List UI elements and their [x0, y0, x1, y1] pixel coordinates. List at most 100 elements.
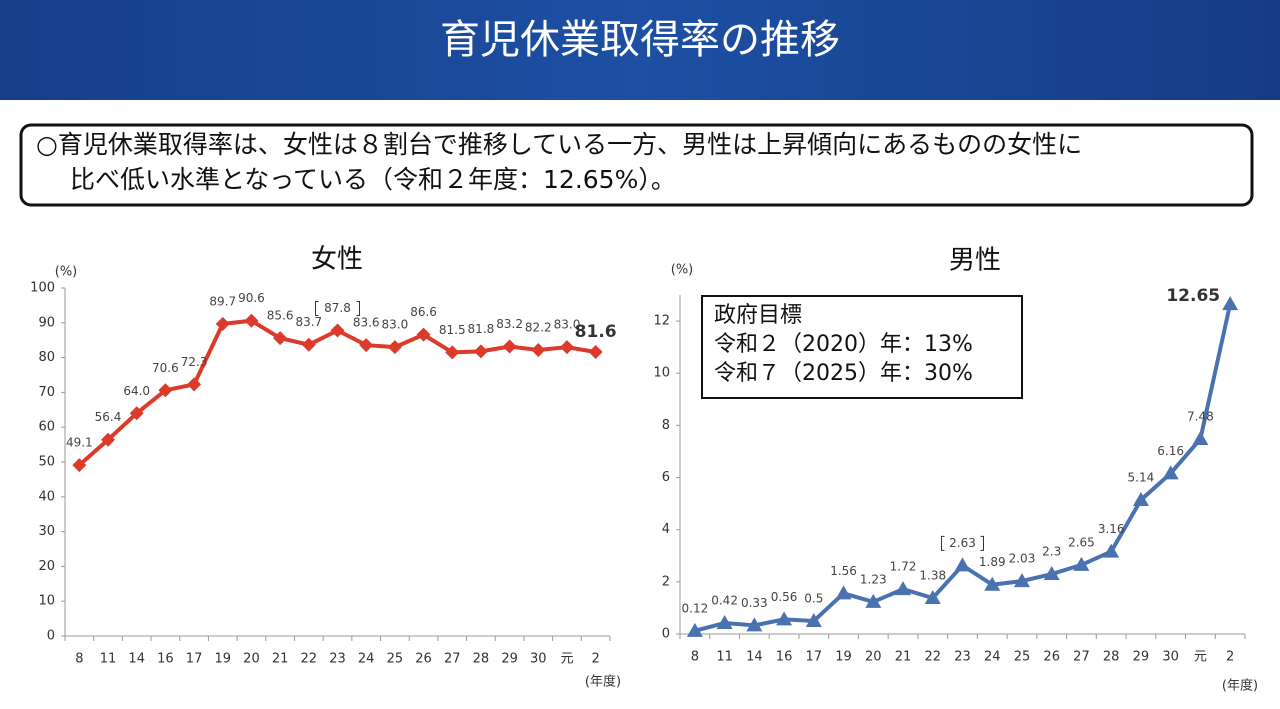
value-label: 1.56 [830, 564, 857, 578]
x-tick-label: 8 [75, 652, 83, 667]
data-marker [1013, 573, 1030, 588]
value-label: 81.8 [468, 322, 495, 336]
value-label: 56.4 [95, 410, 122, 424]
value-label: 2.63 [949, 536, 976, 550]
y-unit: (%) [671, 263, 694, 278]
x-tick-label: 25 [1014, 650, 1031, 665]
x-tick-label: 23 [954, 650, 971, 665]
x-tick-label: 20 [243, 652, 260, 667]
value-label: 2.03 [1009, 552, 1036, 566]
data-marker [588, 345, 603, 360]
data-marker [984, 576, 1001, 591]
summary-line: ○育児休業取得率は、女性は８割台で推移している一方、男性は上昇傾向にあるものの女… [36, 130, 1082, 159]
x-tick-label: 2 [1226, 650, 1234, 665]
data-marker [835, 585, 852, 600]
y-tick-label: 40 [38, 489, 55, 504]
chart-title: 男性 [949, 246, 1001, 276]
x-tick-label: 27 [1073, 650, 1090, 665]
data-marker [895, 581, 912, 596]
value-label: 85.6 [267, 309, 294, 323]
annotation-box [701, 295, 1023, 399]
value-label: 81.5 [439, 323, 466, 337]
data-marker [129, 406, 144, 421]
label-bracket [315, 300, 360, 316]
x-tick-label: 19 [835, 650, 852, 665]
value-label: 87.8 [324, 301, 351, 315]
x-unit: (年度) [1222, 678, 1258, 694]
data-marker [244, 313, 259, 328]
x-tick-label: 11 [716, 650, 733, 665]
value-label: 0.42 [711, 594, 738, 608]
x-tick-label: 29 [501, 652, 518, 667]
value-label: 81.6 [575, 322, 617, 342]
data-line [78, 318, 596, 467]
value-label: 0.12 [682, 601, 709, 615]
value-label: 86.6 [410, 305, 437, 319]
data-marker [531, 342, 546, 357]
x-tick-label: 元 [1194, 650, 1207, 665]
data-marker [776, 611, 793, 626]
x-tick-label: 21 [272, 652, 289, 667]
data-marker [716, 615, 733, 630]
data-marker [359, 338, 374, 353]
data-marker [1192, 430, 1209, 445]
data-marker [416, 327, 431, 342]
y-tick-label: 8 [662, 418, 670, 433]
label-bracket [941, 535, 984, 551]
y-tick-label: 0 [47, 629, 55, 644]
x-tick-label: 8 [691, 650, 699, 665]
x-tick-label: 22 [924, 650, 941, 665]
value-label: 72.3 [181, 355, 208, 369]
data-marker [954, 557, 971, 572]
x-tick-label: 21 [895, 650, 912, 665]
x-tick-label: 17 [806, 650, 823, 665]
x-tick-label: 元 [560, 652, 573, 667]
y-tick-label: 90 [38, 315, 55, 330]
y-unit: (%) [55, 265, 78, 280]
annotation-text: 令和２（2020）年：13% [714, 332, 973, 357]
x-tick-label: 19 [214, 652, 231, 667]
summary-line: 比べ低い水準となっている（令和２年度：12.65%）。 [70, 165, 676, 194]
data-marker [686, 622, 703, 637]
value-label: 1.23 [860, 572, 887, 586]
value-label: 83.0 [554, 318, 581, 332]
value-label: 64.0 [123, 384, 150, 398]
x-tick-label: 30 [530, 652, 547, 667]
value-label: 70.6 [152, 361, 179, 375]
data-marker [387, 340, 402, 355]
x-tick-label: 11 [100, 652, 117, 667]
data-marker [805, 612, 822, 627]
data-marker [1103, 543, 1120, 558]
x-tick-label: 17 [186, 652, 203, 667]
annotation-text: 令和７（2025）年：30% [714, 361, 973, 386]
y-tick-label: 10 [653, 366, 670, 381]
data-marker [72, 458, 87, 473]
data-marker [330, 323, 345, 338]
y-tick-label: 6 [662, 470, 670, 485]
x-tick-label: 14 [746, 650, 763, 665]
x-tick-label: 22 [301, 652, 318, 667]
x-tick-label: 24 [984, 650, 1001, 665]
value-label: 3.16 [1098, 522, 1125, 536]
y-tick-label: 60 [38, 420, 55, 435]
x-tick-label: 28 [1103, 650, 1120, 665]
value-label: 1.89 [979, 555, 1006, 569]
x-tick-label: 30 [1162, 650, 1179, 665]
x-tick-label: 14 [128, 652, 145, 667]
data-marker [1162, 465, 1179, 480]
value-label: 5.14 [1128, 470, 1155, 484]
x-tick-label: 27 [444, 652, 461, 667]
x-tick-label: 23 [329, 652, 346, 667]
x-unit: (年度) [585, 674, 621, 690]
data-marker [559, 340, 574, 355]
y-tick-label: 12 [653, 314, 670, 329]
value-label: 83.6 [353, 316, 380, 330]
data-marker [273, 331, 288, 346]
value-label: 6.16 [1157, 444, 1184, 458]
data-marker [924, 590, 941, 605]
y-tick-label: 10 [38, 594, 55, 609]
page-title: 育児休業取得率の推移 [440, 17, 840, 63]
annotation-text: 政府目標 [714, 303, 802, 328]
y-tick-label: 100 [30, 281, 55, 296]
